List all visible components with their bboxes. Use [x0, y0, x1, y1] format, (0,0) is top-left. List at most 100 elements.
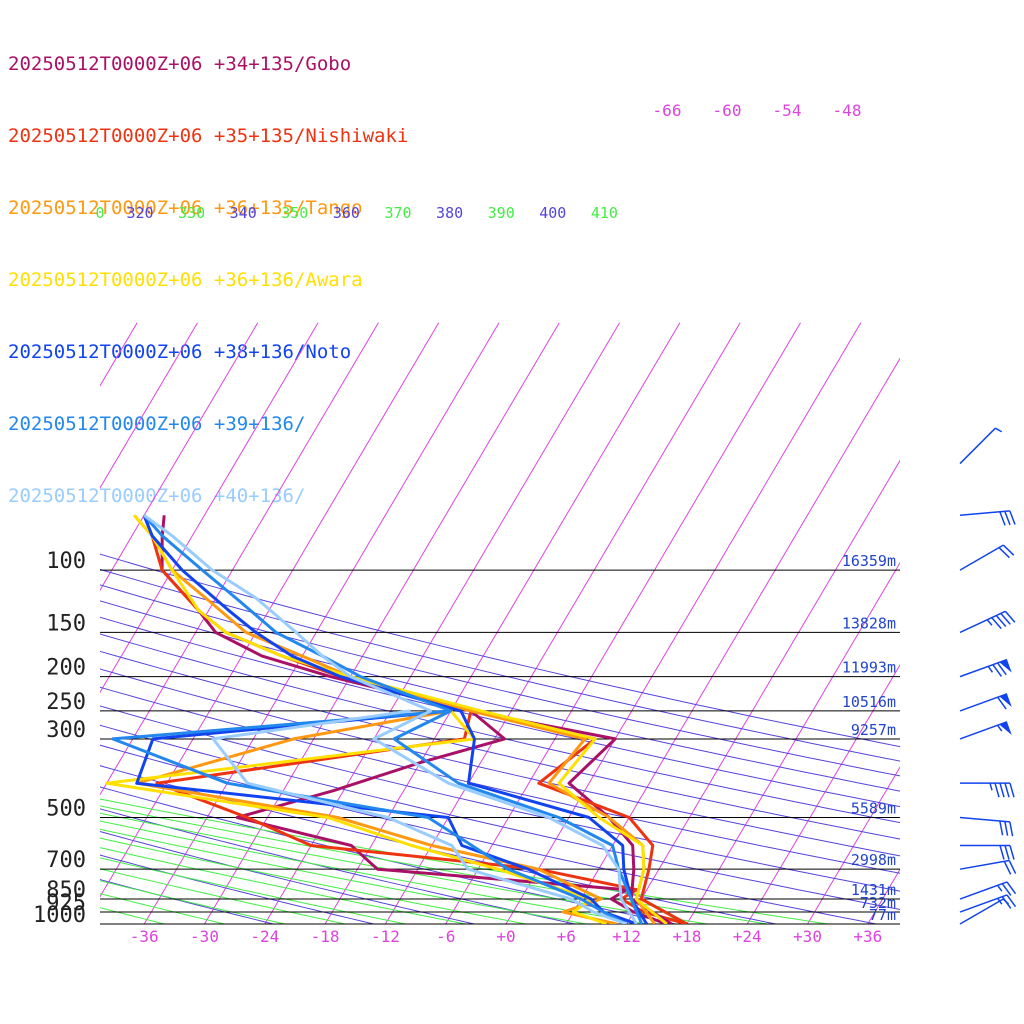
dry-adiabat-line — [100, 831, 475, 924]
wind-barb-full — [999, 845, 1005, 860]
pressure-label: 100 — [46, 549, 86, 574]
isotherm-line — [384, 322, 741, 924]
wind-barb — [960, 782, 1015, 798]
dewpoint-line — [105, 709, 608, 924]
isotherm-line — [100, 322, 440, 898]
wind-barb-full — [1009, 510, 1016, 525]
dry-adiabat-line — [100, 686, 900, 874]
isotherm-line — [100, 322, 319, 694]
wind-barb-full — [996, 662, 1007, 676]
legend-entry: 20250512T0000Z+06 +40+136/ — [8, 485, 306, 507]
wind-barb — [959, 693, 1012, 712]
height-label: 16359m — [842, 552, 896, 570]
wind-barb — [959, 427, 1003, 465]
wind-barb — [959, 859, 1017, 875]
wind-barb-full — [1001, 896, 1012, 909]
height-label: 732m — [860, 894, 896, 912]
height-label: 9257m — [851, 721, 896, 739]
temperature-line — [143, 514, 638, 924]
wind-barb — [959, 721, 1012, 740]
theta-label: 360 — [333, 204, 360, 222]
isotherm-line — [100, 322, 379, 796]
height-label: 13828m — [842, 614, 896, 632]
temperature-tick-label: +36 — [853, 927, 882, 946]
wind-barb-half — [994, 427, 1003, 433]
wind-barb-staff — [959, 881, 1008, 900]
isotherm-line — [100, 322, 198, 489]
isotherm-line — [204, 322, 560, 924]
wind-barb — [959, 510, 1016, 526]
wind-barb — [959, 610, 1016, 634]
wind-barb-staff — [959, 544, 1004, 571]
theta-label: 370 — [384, 204, 411, 222]
wind-barb-staff — [959, 816, 1010, 823]
isotherm-line — [143, 322, 500, 924]
dewpoint-line — [135, 709, 617, 924]
moist-adiabat-line — [100, 812, 708, 924]
moist-adiabat-line — [100, 893, 225, 924]
wind-barb-full — [1008, 860, 1017, 874]
wind-barb-staff — [959, 510, 1010, 517]
wind-barb-full — [1004, 511, 1011, 526]
isotherm-line — [505, 322, 862, 924]
theta-label: 380 — [436, 204, 463, 222]
pressure-label: 250 — [46, 690, 86, 715]
temperature-tick-label: -30 — [190, 927, 219, 946]
isotherm-line — [807, 766, 900, 924]
temperature-tick-label: +0 — [496, 927, 515, 946]
pressure-label: 925 — [46, 891, 86, 916]
pressure-label: 850 — [46, 878, 86, 903]
wind-barb-full — [1009, 782, 1015, 798]
wind-barb-full — [1003, 861, 1012, 875]
wind-barb-full — [1006, 894, 1017, 908]
wind-barb-full — [1001, 883, 1012, 896]
wind-barb-staff — [959, 658, 1008, 678]
height-label: 5589m — [851, 799, 896, 817]
theta-label: 400 — [539, 204, 566, 222]
wind-barb-staff — [959, 721, 1008, 740]
pressure-label: 700 — [46, 848, 86, 873]
chart-legend: 20250512T0000Z+06 +34+135/Gobo 20250512T… — [8, 4, 408, 532]
legend-entry: 20250512T0000Z+06 +36+136/Awara — [8, 269, 363, 291]
pressure-label: 1000 — [33, 903, 86, 928]
wind-barb — [959, 658, 1012, 678]
wind-barb-half — [986, 619, 993, 626]
isotherm-line — [324, 322, 681, 924]
temperature-tick-label: +24 — [733, 927, 762, 946]
wind-barb-full — [1000, 612, 1011, 625]
isotherm-line — [626, 459, 900, 924]
pressure-label: 500 — [46, 796, 86, 821]
wind-barb-pennant — [999, 693, 1012, 707]
wind-barb-full — [1004, 782, 1010, 798]
wind-barb-full — [1004, 821, 1009, 836]
theta-label: 410 — [591, 204, 618, 222]
temperature-tick-label: +6 — [557, 927, 576, 946]
temperature-line — [160, 515, 673, 924]
wind-barb — [959, 894, 1017, 913]
wind-barb-full — [999, 782, 1005, 798]
dry-adiabat-line — [100, 808, 575, 924]
sounding-series — [105, 514, 688, 924]
height-label: 1431m — [851, 881, 896, 899]
wind-barb-half — [996, 724, 1003, 732]
temperature-line — [142, 514, 648, 924]
height-label: 10516m — [842, 693, 896, 711]
wind-barb-staff — [959, 427, 996, 465]
height-label: 77m — [869, 906, 896, 924]
wind-barb-staff — [959, 898, 1004, 925]
wind-barb-half — [996, 884, 1003, 892]
upper-temperature-label: -60 — [713, 101, 742, 120]
wind-barb-staff — [959, 859, 1010, 870]
moist-adiabat-line — [100, 837, 527, 924]
wind-barb-pennant — [999, 721, 1012, 736]
upper-temperature-label: -48 — [833, 101, 862, 120]
height-label: 2998m — [851, 851, 896, 869]
dry-adiabat-line — [100, 765, 776, 924]
moist-adiabat-line — [100, 880, 286, 924]
isotherm-line — [867, 868, 900, 924]
height-label: 11993m — [842, 659, 896, 677]
moist-adiabat-line — [100, 828, 587, 924]
wind-barb-staff — [959, 894, 1008, 913]
wind-barb-full — [996, 696, 1007, 710]
